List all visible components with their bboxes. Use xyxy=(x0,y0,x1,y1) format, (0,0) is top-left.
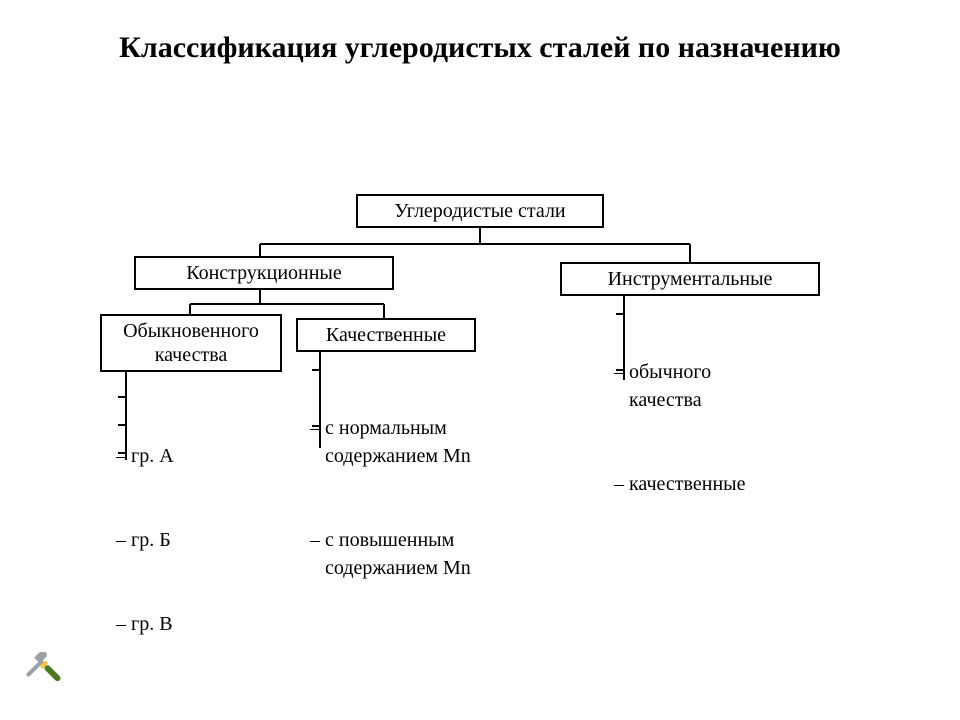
tools-icon xyxy=(20,652,68,700)
node-obykn: Обыкновенного качества xyxy=(100,314,282,372)
node-kach: Качественные xyxy=(296,318,476,352)
page-title: Классификация углеродистых сталей по наз… xyxy=(0,28,960,67)
sublist-obykn-2: – гр. В xyxy=(116,610,174,638)
sublist-instr: – обычного качества – качественные xyxy=(614,302,745,554)
node-root: Углеродистые стали xyxy=(356,194,604,228)
sublist-instr-0: – обычного качества xyxy=(614,358,745,414)
sublist-kach-1: – с повышенным содержанием Mn xyxy=(310,526,471,582)
sublist-obykn-1: – гр. Б xyxy=(116,526,174,554)
sublist-obykn: – гр. А – гр. Б – гр. В xyxy=(116,386,174,694)
sublist-kach-0: – с нормальным содержанием Mn xyxy=(310,414,471,470)
sublist-obykn-0: – гр. А xyxy=(116,442,174,470)
node-instr: Инструментальные xyxy=(560,262,820,296)
slide: Классификация углеродистых сталей по наз… xyxy=(0,0,960,720)
sublist-instr-1: – качественные xyxy=(614,470,745,498)
sublist-kach: – с нормальным содержанием Mn – с повыше… xyxy=(310,358,471,638)
node-konst: Конструкционные xyxy=(134,256,394,290)
